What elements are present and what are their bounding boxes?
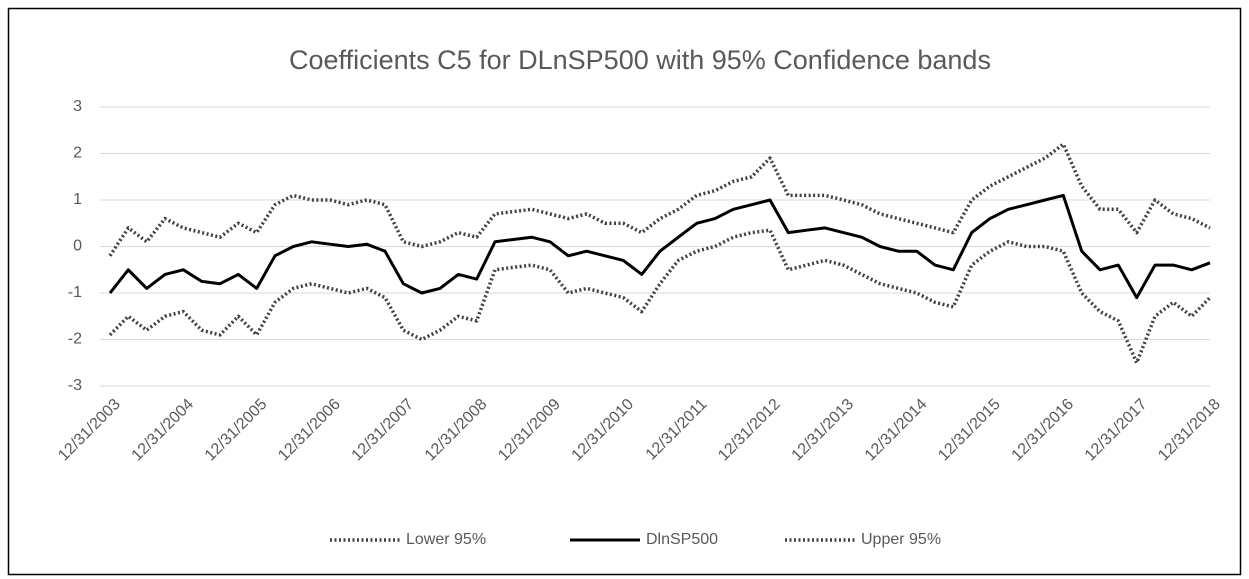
y-tick-label: 1: [73, 191, 82, 208]
series-line: [108, 193, 1211, 300]
y-tick-label: -3: [68, 377, 82, 394]
legend-label: DlnSP500: [646, 531, 718, 548]
legend-label: Upper 95%: [861, 531, 941, 548]
y-tick-label: -1: [68, 284, 82, 301]
chart-border: [7, 7, 1242, 576]
y-tick-label: 0: [73, 238, 82, 255]
chart-title: Coefficients C5 for DLnSP500 with 95% Co…: [289, 45, 991, 75]
legend-label: Lower 95%: [406, 531, 486, 548]
y-tick-label: 3: [73, 98, 82, 115]
series-line: [108, 228, 1212, 365]
y-tick-label: -2: [68, 331, 82, 348]
y-tick-label: 2: [73, 145, 82, 162]
